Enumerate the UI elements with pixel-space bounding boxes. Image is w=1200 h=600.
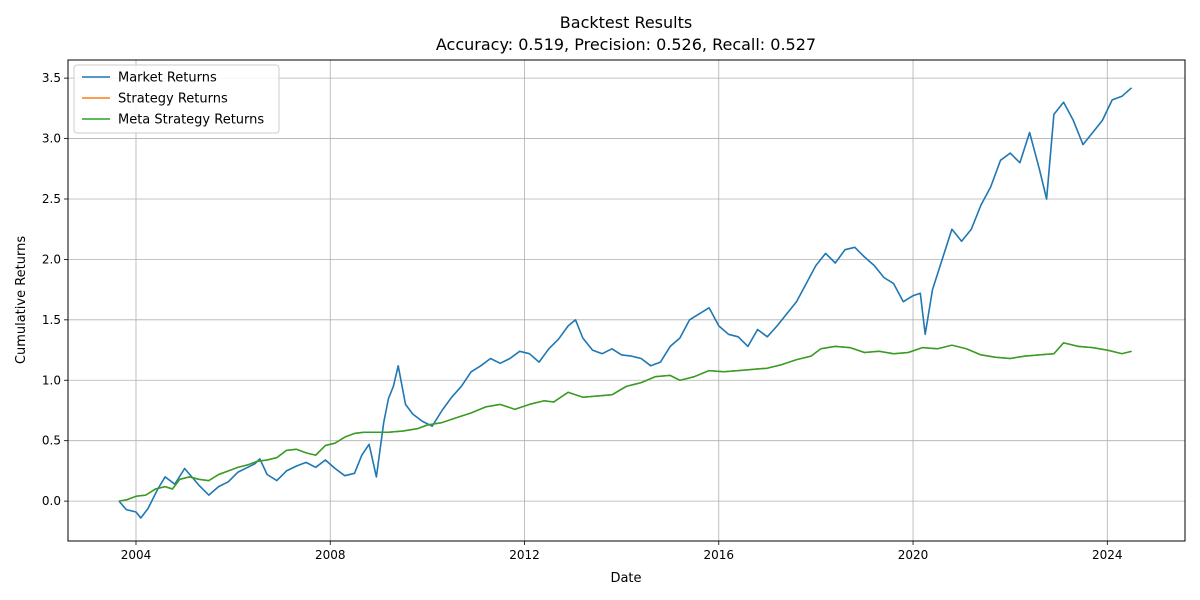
- y-tick-label: 1.5: [42, 313, 61, 327]
- y-axis: 0.0 0.5 1.0 1.5 2.0 2.5 3.0 3.5: [42, 71, 68, 508]
- x-tick-label: 2020: [898, 548, 929, 562]
- series-line-meta-strategy-returns: [118, 342, 1132, 502]
- series-line-market-returns: [118, 87, 1133, 519]
- series-lines: [118, 87, 1133, 519]
- chart-title: Backtest Results: [560, 13, 692, 32]
- x-tick-label: 2016: [704, 548, 735, 562]
- y-tick-label: 2.5: [42, 192, 61, 206]
- y-tick-label: 2.0: [42, 252, 61, 266]
- plot-area-frame: [67, 59, 1186, 542]
- legend-box: [73, 64, 280, 134]
- legend-label-market-returns: Market Returns: [118, 71, 217, 86]
- y-tick-label: 1.0: [42, 373, 61, 387]
- x-axis: 2004 2008 2012 2016 2020 2024: [121, 541, 1123, 562]
- x-tick-label: 2004: [121, 548, 152, 562]
- x-axis-label: Date: [610, 571, 641, 586]
- legend-label-meta-strategy-returns: Meta Strategy Returns: [118, 113, 264, 128]
- chart-subtitle: Accuracy: 0.519, Precision: 0.526, Recal…: [436, 35, 816, 54]
- x-tick-label: 2024: [1092, 548, 1123, 562]
- y-tick-label: 0.0: [42, 494, 61, 508]
- legend-label-strategy-returns: Strategy Returns: [118, 92, 228, 107]
- legend: Market Returns Strategy Returns Meta Strat…: [73, 64, 280, 134]
- x-tick-label: 2012: [509, 548, 540, 562]
- y-axis-label: Cumulative Returns: [14, 236, 29, 364]
- y-tick-label: 3.5: [42, 71, 61, 85]
- y-tick-label: 3.0: [42, 132, 61, 146]
- y-tick-label: 0.5: [42, 434, 61, 448]
- grid-lines: [68, 60, 1185, 541]
- x-tick-label: 2008: [315, 548, 346, 562]
